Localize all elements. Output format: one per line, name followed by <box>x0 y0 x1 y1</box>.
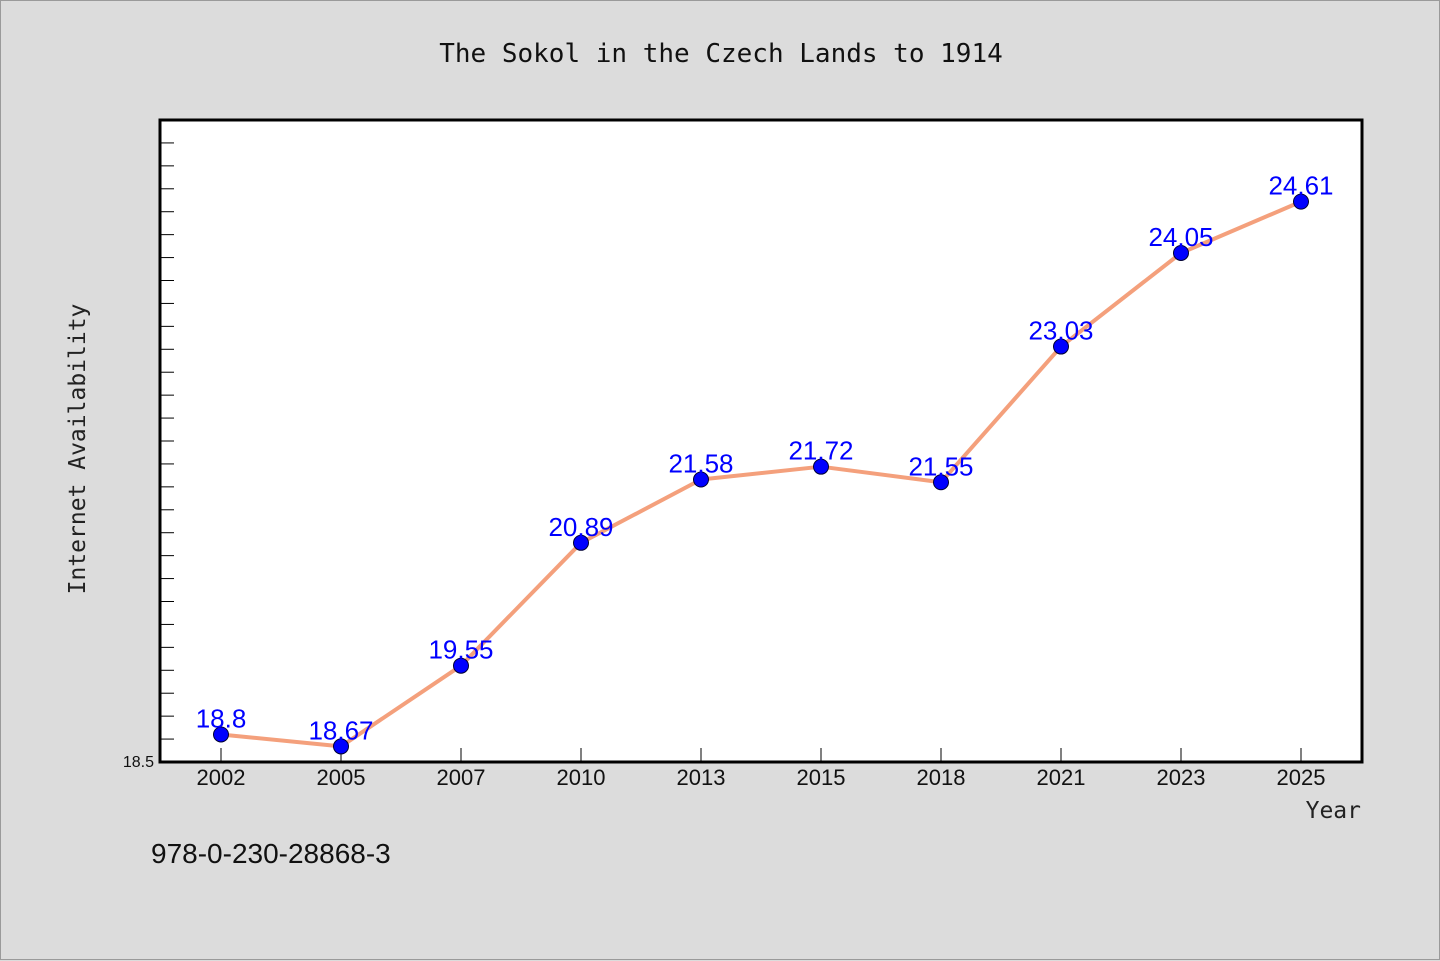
data-label: 18.8 <box>196 703 247 733</box>
x-tick-label: 2010 <box>557 765 606 790</box>
series-line-group <box>220 199 1302 749</box>
chart-title: The Sokol in the Czech Lands to 1914 <box>439 39 1003 69</box>
x-axis-tick-labels: 2002 2005 2007 2010 2013 2015 2018 2021 2023 2025 <box>197 765 1326 790</box>
x-tick-label: 2002 <box>197 765 246 790</box>
data-point <box>813 458 829 475</box>
plot-area <box>158 118 1364 764</box>
x-tick-label: 2013 <box>677 765 726 790</box>
data-label: 21.58 <box>668 449 733 479</box>
data-label: 19.55 <box>428 635 493 665</box>
y-axis-ticks <box>160 142 174 763</box>
series-line <box>220 199 1302 749</box>
data-label: 18.67 <box>308 715 373 745</box>
x-axis-label: Year <box>1306 798 1361 824</box>
data-point <box>213 726 229 743</box>
data-point <box>693 471 709 488</box>
data-point <box>1293 193 1309 210</box>
data-label: 21.72 <box>788 436 853 466</box>
y-tick-label: 18.5 <box>123 754 154 771</box>
data-point <box>453 657 469 674</box>
y-axis-label: Internet Availability <box>65 304 91 595</box>
x-axis-ticks <box>220 748 1302 762</box>
x-tick-label: 2005 <box>317 765 366 790</box>
data-label: 24.61 <box>1268 171 1333 201</box>
isbn-text: 978-0-230-28868-3 <box>151 838 391 869</box>
data-point <box>1053 338 1069 355</box>
data-point <box>573 534 589 551</box>
x-tick-label: 2015 <box>797 765 846 790</box>
data-point <box>933 474 949 491</box>
data-label: 20.89 <box>548 512 613 542</box>
x-tick-label: 2007 <box>437 765 486 790</box>
x-tick-label: 2018 <box>917 765 966 790</box>
data-point <box>333 738 349 755</box>
x-tick-label: 2025 <box>1277 765 1326 790</box>
data-labels: 18.8 18.67 19.55 20.89 21.58 21.72 21.55 23.03 2… <box>196 171 1334 746</box>
data-label: 23.03 <box>1028 316 1093 346</box>
data-label: 21.55 <box>908 451 973 481</box>
data-markers <box>213 193 1309 755</box>
x-tick-label: 2023 <box>1157 765 1206 790</box>
data-label: 24.05 <box>1148 222 1213 252</box>
x-tick-label: 2021 <box>1037 765 1086 790</box>
data-point <box>1173 244 1189 261</box>
